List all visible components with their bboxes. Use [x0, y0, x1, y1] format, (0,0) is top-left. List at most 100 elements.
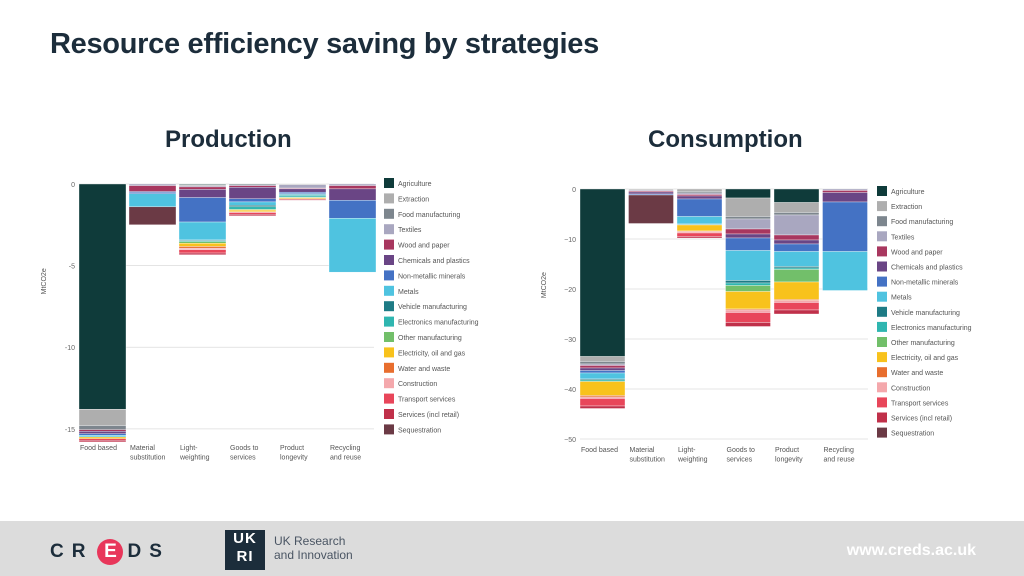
- website-link[interactable]: www.creds.ac.uk: [846, 542, 976, 559]
- consumption-bar-light-weighting-textiles[interactable]: [676, 192, 723, 195]
- consumption-bar-product-longevity-wood-and-paper[interactable]: [773, 234, 820, 241]
- consumption-ytick-label: −10: [564, 237, 576, 244]
- consumption-bar-light-weighting-services-incl-retail[interactable]: [676, 236, 723, 239]
- production-bar-goods-to-services-services-incl-retail[interactable]: [228, 214, 277, 217]
- consumption-bar-product-longevity-services-incl-retail[interactable]: [773, 309, 820, 315]
- creds-logo[interactable]: CR E DS: [50, 539, 170, 565]
- consumption-bar-product-longevity-non-metallic-minerals[interactable]: [773, 243, 820, 252]
- production-bar-material-substitution-sequestration[interactable]: [128, 206, 177, 225]
- consumption-legend-swatch-non-metallic-minerals: [877, 276, 887, 287]
- consumption-bar-goods-to-services-textiles[interactable]: [725, 218, 771, 230]
- consumption-bar-goods-to-services-metals[interactable]: [725, 250, 771, 281]
- consumption-legend-swatch-sequestration: [877, 427, 887, 438]
- consumption-bar-food-based-electricity-oil-and-gas[interactable]: [579, 381, 626, 396]
- consumption-bar-product-longevity-metals[interactable]: [773, 251, 820, 267]
- consumption-bar-recycling-and-reuse-textiles[interactable]: [822, 188, 868, 191]
- production-category-label: longevity: [280, 455, 308, 462]
- production-legend-label-sequestration: Sequestration: [398, 427, 441, 434]
- consumption-bar-food-based-metals[interactable]: [579, 372, 626, 380]
- consumption-category-label: Goods to: [727, 447, 756, 454]
- consumption-bar-material-substitution-sequestration[interactable]: [628, 194, 674, 224]
- consumption-bar-goods-to-services-transport-services[interactable]: [725, 312, 771, 323]
- production-legend-label-construction: Construction: [398, 381, 437, 388]
- consumption-bar-product-longevity-construction[interactable]: [773, 300, 820, 303]
- consumption-bar-material-substitution-chemicals-and-plastics[interactable]: [628, 191, 674, 195]
- consumption-bar-goods-to-services-services-incl-retail[interactable]: [725, 322, 771, 327]
- consumption-bar-light-weighting-electricity-oil-and-gas[interactable]: [676, 224, 723, 232]
- consumption-category-label: services: [727, 457, 753, 464]
- consumption-bar-food-based-transport-services[interactable]: [579, 398, 626, 407]
- consumption-bar-product-longevity-transport-services[interactable]: [773, 302, 820, 311]
- consumption-bar-product-longevity-electricity-oil-and-gas[interactable]: [773, 281, 820, 300]
- consumption-bar-light-weighting-chemicals-and-plastics[interactable]: [676, 195, 723, 200]
- production-bar-product-longevity-services-incl-retail[interactable]: [278, 199, 327, 201]
- consumption-category-label: and reuse: [824, 457, 855, 464]
- consumption-bar-food-based-construction[interactable]: [579, 396, 626, 399]
- consumption-bar-food-based-textiles[interactable]: [579, 363, 626, 366]
- consumption-bar-product-longevity-chemicals-and-plastics[interactable]: [773, 239, 820, 245]
- consumption-bar-goods-to-services-electricity-oil-and-gas[interactable]: [725, 291, 771, 310]
- consumption-bar-light-weighting-construction[interactable]: [676, 231, 723, 234]
- consumption-legend-swatch-agriculture: [877, 186, 887, 196]
- consumption-bar-food-based-electronics-manufacturing[interactable]: [579, 379, 626, 382]
- consumption-bar-recycling-and-reuse-non-metallic-minerals[interactable]: [822, 201, 868, 252]
- production-bar-light-weighting-non-metallic-minerals[interactable]: [178, 197, 227, 223]
- production-legend-label-textiles: Textiles: [398, 227, 422, 234]
- consumption-bar-product-longevity-textiles[interactable]: [773, 214, 820, 236]
- consumption-bar-food-based-wood-and-paper[interactable]: [579, 365, 626, 369]
- consumption-bar-product-longevity-other-manufacturing[interactable]: [773, 269, 820, 283]
- production-legend-label-electricity-oil-and-gas: Electricity, oil and gas: [398, 350, 466, 357]
- consumption-bar-food-based-non-metallic-minerals[interactable]: [579, 370, 626, 374]
- consumption-bar-product-longevity-vehicle-manufacturing[interactable]: [773, 266, 820, 269]
- consumption-bar-food-based-water-and-waste[interactable]: [579, 395, 626, 398]
- consumption-bar-food-based-services-incl-retail[interactable]: [579, 405, 626, 409]
- consumption-bar-light-weighting-non-metallic-minerals[interactable]: [676, 198, 723, 217]
- consumption-bar-recycling-and-reuse-chemicals-and-plastics[interactable]: [822, 192, 868, 203]
- consumption-bar-recycling-and-reuse-wood-and-paper[interactable]: [822, 190, 868, 193]
- production-legend-swatch-electricity-oil-and-gas: [384, 347, 394, 358]
- production-chart-title: Production: [165, 126, 292, 153]
- consumption-bar-goods-to-services-electronics-manufacturing[interactable]: [725, 282, 771, 286]
- consumption-bar-product-longevity-food-manufacturing[interactable]: [773, 212, 820, 216]
- consumption-category-label: substitution: [630, 457, 666, 464]
- consumption-bar-product-longevity-extraction[interactable]: [773, 202, 820, 213]
- footer-bar: CR E DS UK RI UK Research and Innovation w…: [0, 521, 1024, 576]
- consumption-bar-goods-to-services-vehicle-manufacturing[interactable]: [725, 280, 771, 284]
- consumption-bar-recycling-and-reuse-metals[interactable]: [822, 251, 868, 291]
- consumption-bar-food-based-extraction[interactable]: [579, 356, 626, 362]
- production-category-label: substitution: [130, 455, 166, 462]
- consumption-bar-goods-to-services-wood-and-paper[interactable]: [725, 228, 771, 235]
- consumption-bar-goods-to-services-chemicals-and-plastics[interactable]: [725, 233, 771, 239]
- production-ytick-label: -15: [65, 427, 75, 434]
- consumption-legend-label-water-and-waste: Water and waste: [891, 370, 943, 377]
- creds-letter-c: C: [50, 541, 72, 563]
- ukri-logo-mark[interactable]: UK RI: [225, 530, 265, 570]
- consumption-bar-product-longevity-electronics-manufacturing[interactable]: [773, 267, 820, 270]
- consumption-legend-label-agriculture: Agriculture: [891, 189, 925, 196]
- consumption-bar-goods-to-services-food-manufacturing[interactable]: [725, 216, 771, 220]
- production-category-label: Goods to: [230, 445, 259, 452]
- consumption-bar-light-weighting-food-manufacturing[interactable]: [676, 191, 723, 194]
- consumption-bar-goods-to-services-extraction[interactable]: [725, 197, 771, 217]
- consumption-bar-goods-to-services-agriculture[interactable]: [725, 188, 771, 199]
- production-legend-label-other-manufacturing: Other manufacturing: [398, 335, 462, 342]
- consumption-bar-light-weighting-metals[interactable]: [676, 216, 723, 225]
- consumption-bar-product-longevity-agriculture[interactable]: [773, 188, 820, 203]
- consumption-bar-light-weighting-wood-and-paper[interactable]: [676, 194, 723, 197]
- production-bar-recycling-and-reuse-metals[interactable]: [328, 218, 377, 273]
- consumption-bar-light-weighting-transport-services[interactable]: [676, 232, 723, 237]
- consumption-bar-goods-to-services-other-manufacturing[interactable]: [725, 285, 771, 292]
- consumption-bar-light-weighting-extraction[interactable]: [676, 188, 723, 192]
- consumption-legend-label-textiles: Textiles: [891, 234, 915, 241]
- production-legend-swatch-other-manufacturing: [384, 332, 394, 342]
- consumption-bar-food-based-agriculture[interactable]: [579, 188, 626, 357]
- production-bar-food-based-services-incl-retail[interactable]: [78, 440, 127, 443]
- consumption-bar-food-based-chemicals-and-plastics[interactable]: [579, 367, 626, 371]
- consumption-bar-food-based-food-manufacturing[interactable]: [579, 361, 626, 365]
- production-bar-food-based-agriculture[interactable]: [78, 183, 127, 410]
- consumption-bar-goods-to-services-non-metallic-minerals[interactable]: [725, 237, 771, 251]
- consumption-chart-title: Consumption: [648, 126, 803, 153]
- production-category-label: Recycling: [330, 445, 360, 452]
- production-bar-light-weighting-services-incl-retail[interactable]: [178, 252, 227, 255]
- consumption-bar-goods-to-services-construction[interactable]: [725, 309, 771, 313]
